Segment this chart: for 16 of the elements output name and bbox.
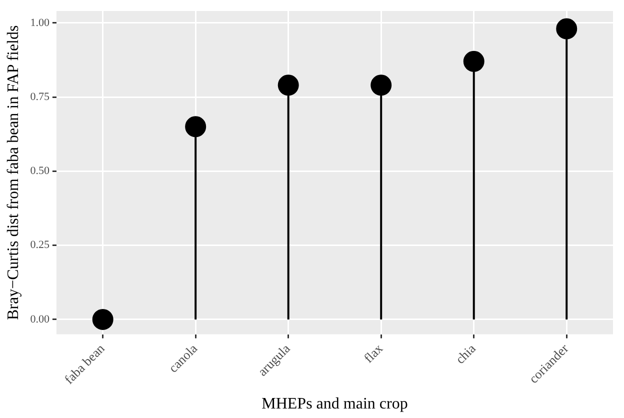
y-tick-label: 0.50 — [30, 165, 50, 178]
point — [556, 18, 578, 40]
y-tick-label: 0.75 — [30, 90, 50, 103]
point — [463, 50, 484, 72]
y-tick-label: 1.00 — [30, 16, 50, 29]
point — [92, 308, 114, 330]
y-tick-label: 0.25 — [30, 239, 50, 252]
point — [370, 74, 392, 96]
point — [278, 74, 299, 96]
x-tick-label: faba bean — [61, 340, 108, 387]
y-tick-label: 0.00 — [30, 313, 50, 326]
x-tick-label: chia — [452, 340, 479, 367]
x-axis-title: MHEPs and main crop — [262, 396, 408, 413]
point — [185, 116, 206, 138]
x-tick-label: flax — [360, 340, 386, 366]
y-axis-title: Bray−Curtis dist from faba bean in FAP fields — [4, 25, 22, 320]
